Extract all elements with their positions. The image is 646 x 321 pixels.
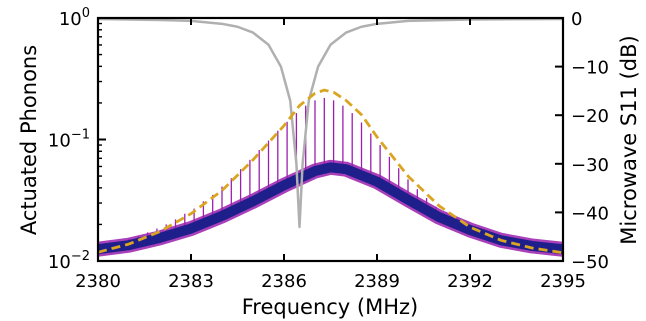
y-right-tick-label-2: −10 xyxy=(571,58,609,79)
y-right-tick-label-3: −20 xyxy=(571,106,609,127)
right-y-axis-label: Microwave S11 (dB) xyxy=(617,35,641,244)
fit-dashed-curve xyxy=(98,88,563,255)
x-axis-label: Frequency (MHz) xyxy=(242,295,418,319)
y-left-tick-label-3: 100 xyxy=(59,6,90,30)
y-right-tick-label-4: −30 xyxy=(571,155,609,176)
plot-frame xyxy=(96,16,565,263)
x-tick-label-4: 2389 xyxy=(354,271,400,292)
x-tick-label-2: 2383 xyxy=(168,271,214,292)
y-right-tick-label-1: 0 xyxy=(571,9,582,30)
axes-layer: 2380 2383 2386 2389 2392 2395 10−2 10−1 100 0 −10 −… xyxy=(48,6,609,292)
y-left-tick-label-2: 10−1 xyxy=(48,128,90,152)
x-tick-label-3: 2386 xyxy=(261,271,307,292)
x-tick-label-5: 2392 xyxy=(447,271,493,292)
noise-band xyxy=(98,162,563,255)
left-y-axis-label: Actuated Phonons xyxy=(17,45,41,235)
x-tick-label-1: 2380 xyxy=(75,271,121,292)
s11-curve xyxy=(98,18,563,229)
y-right-tick-label-6: −50 xyxy=(571,252,609,273)
y-right-tick-label-5: −40 xyxy=(571,203,609,224)
x-tick-label-6: 2395 xyxy=(540,271,586,292)
series-layer xyxy=(98,18,563,257)
y-left-tick-label-1: 10−2 xyxy=(48,249,90,273)
